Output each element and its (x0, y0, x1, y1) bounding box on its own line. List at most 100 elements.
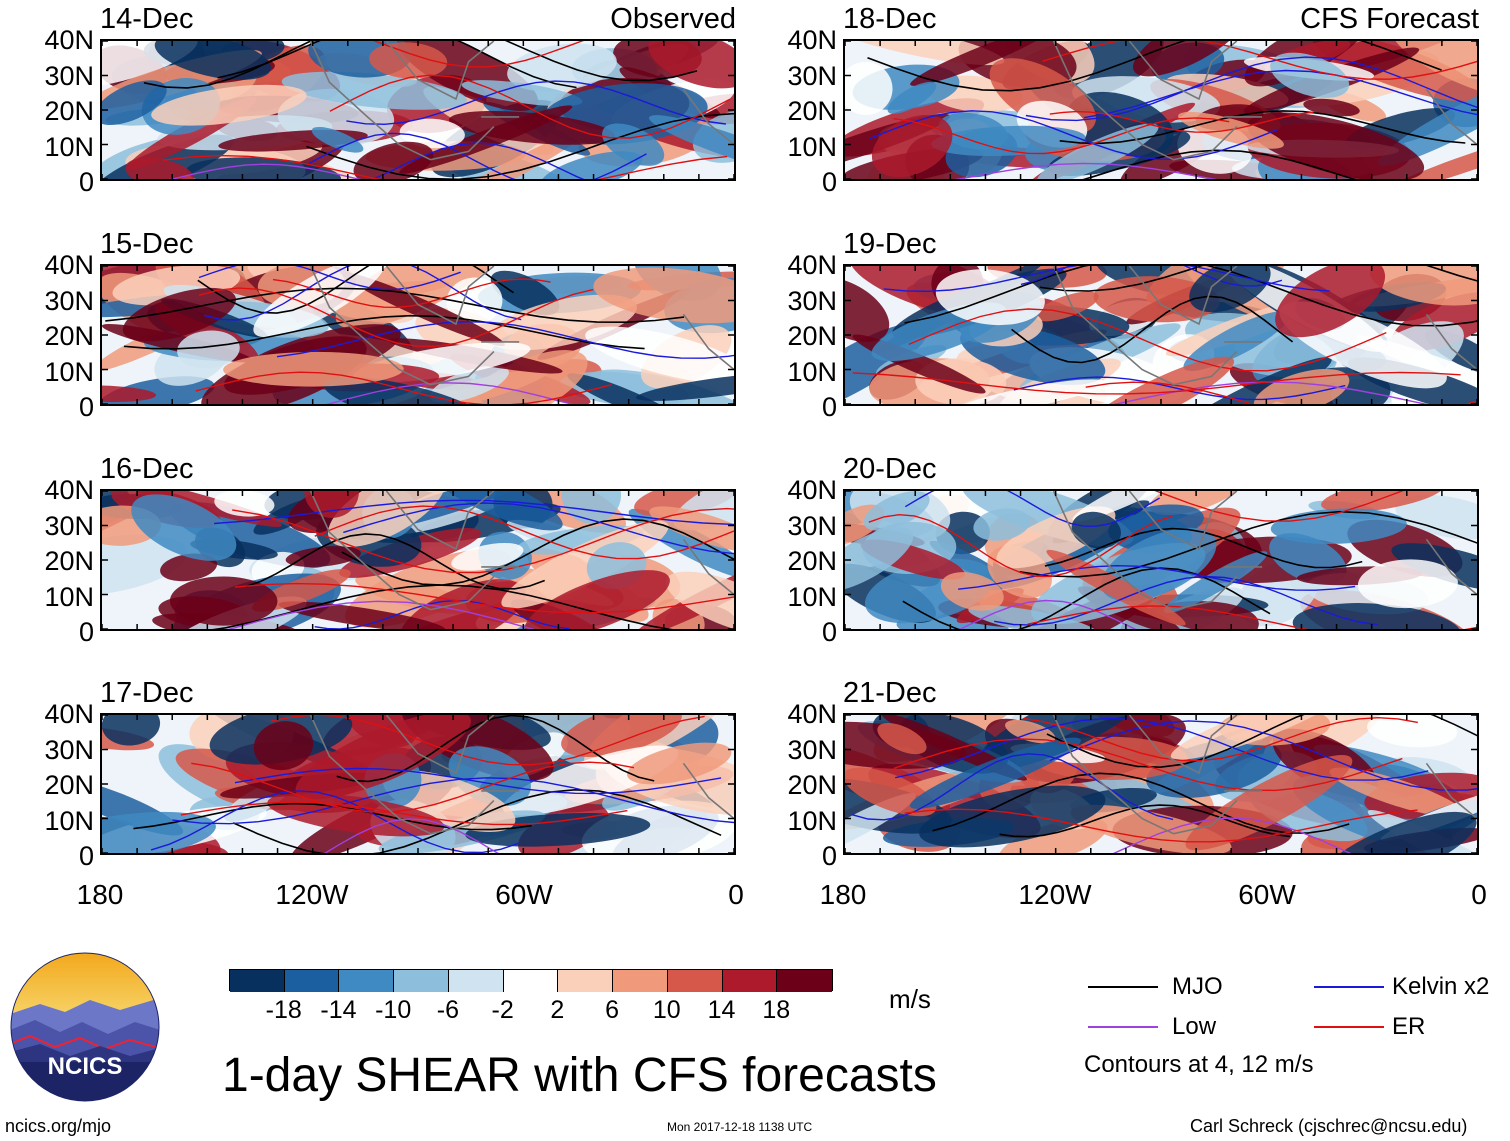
colorbar-tick-label: 2 (550, 996, 565, 1024)
shear-anomaly-blob (973, 508, 1031, 541)
shear-anomaly-blob (976, 715, 1151, 771)
shear-anomaly-blob (102, 376, 215, 404)
colorbar-swatch (722, 970, 778, 992)
er-contour (195, 371, 612, 404)
shear-anomaly-blob (1247, 112, 1425, 179)
er-contour (270, 715, 705, 766)
shear-anomaly-blob (311, 126, 364, 153)
er-contour (1042, 41, 1477, 80)
er-contour (1154, 491, 1404, 522)
shear-anomaly-blob (953, 379, 1107, 404)
shear-map-panel (100, 489, 736, 631)
panel-date-label: 14-Dec (100, 3, 194, 35)
shear-anomaly-blob (502, 745, 679, 816)
kelvin-contour (198, 266, 461, 291)
y-tick-label: 0 (78, 167, 94, 197)
colorbar-tick-label: -14 (320, 996, 357, 1024)
kelvin-contour (172, 777, 734, 825)
colorbar-tick-label: -2 (491, 996, 514, 1024)
shear-anomaly-blob (253, 721, 314, 771)
shear-anomaly-blob (845, 527, 914, 592)
kelvin-contour (150, 790, 520, 853)
kelvin-contour (234, 767, 722, 795)
shear-anomaly-blob (1034, 291, 1099, 322)
shear-anomaly-blob (567, 373, 684, 404)
legend-line-mjo (1088, 986, 1158, 988)
footer-left: ncics.org/mjo (5, 1116, 112, 1136)
x-tick-label: 120W (1018, 879, 1092, 910)
mjo-contour (217, 41, 698, 82)
kelvin-contour (346, 80, 726, 126)
shear-anomaly-blob (845, 721, 966, 769)
x-tick-label: 0 (1471, 879, 1487, 910)
y-tick-label: 40N (787, 475, 837, 505)
mjo-contour (123, 314, 645, 350)
shear-anomaly-blob (1391, 543, 1477, 592)
contour-note: Contours at 4, 12 m/s (1084, 1051, 1314, 1078)
panel-source-tag: CFS Forecast (1300, 3, 1479, 35)
y-tick-label: 20N (44, 546, 94, 576)
y-tick-label: 40N (787, 25, 837, 55)
mjo-contour (341, 518, 734, 586)
shear-anomaly-blob (935, 269, 1045, 326)
y-tick-label: 30N (787, 60, 837, 91)
footer-right: Carl Schreck (cjschrec@ncsu.edu) (1190, 1116, 1468, 1136)
shear-anomaly-blob (501, 520, 669, 609)
y-tick-label: 10N (787, 356, 837, 387)
kelvin-contour (851, 753, 1174, 821)
er-contour (1085, 381, 1477, 404)
y-tick-label: 30N (44, 510, 94, 541)
y-tick-label: 0 (78, 617, 94, 647)
colorbar-swatch (284, 970, 340, 992)
coastline (309, 715, 734, 835)
panel-date-label: 18-Dec (843, 3, 937, 35)
shear-anomaly-blob (845, 277, 890, 342)
y-tick-label: 20N (787, 96, 837, 126)
shear-anomaly-blob (1189, 266, 1271, 313)
shear-anomaly-blob (1390, 41, 1477, 101)
mjo-contour (999, 804, 1291, 838)
low-contour (1113, 817, 1352, 853)
shear-anomaly-blob (1275, 266, 1386, 338)
x-tick-label: 180 (76, 879, 124, 910)
y-tick-label: 10N (787, 805, 837, 836)
kelvin-contour (203, 266, 522, 321)
y-tick-label: 30N (787, 510, 837, 541)
kelvin-contour (1020, 266, 1283, 287)
shear-anomaly-blob (102, 80, 167, 125)
colorbar-swatch (448, 970, 504, 992)
mjo-contour (932, 772, 1350, 834)
colorbar-swatch (230, 970, 285, 992)
shear-anomaly-blob (585, 326, 734, 384)
kelvin-contour (371, 142, 585, 179)
shear-anomaly-blob (877, 722, 927, 755)
legend-line-kelvin (1314, 986, 1384, 988)
shear-anomaly-blob (665, 571, 734, 629)
y-tick-label: 10N (44, 805, 94, 836)
shear-anomaly-blob (845, 61, 893, 116)
er-contour (198, 287, 594, 348)
shear-anomaly-blob (587, 369, 734, 404)
coastline (309, 266, 734, 386)
panel-date-label: 20-Dec (843, 453, 937, 485)
shear-anomaly-blob (1304, 41, 1476, 75)
shear-anomaly-blob (919, 785, 1106, 848)
legend-line-low (1088, 1026, 1158, 1028)
coastline (1052, 491, 1477, 611)
colorbar-swatch (339, 970, 395, 992)
kelvin-contour (883, 266, 1330, 293)
shear-anomaly-blob (399, 579, 526, 629)
coastline (309, 41, 734, 161)
panel-date-label: 21-Dec (843, 677, 937, 709)
mjo-contour (1044, 527, 1363, 569)
shear-anomaly-blob (863, 491, 930, 531)
shear-anomaly-blob (461, 80, 583, 107)
shear-anomaly-blob (1101, 527, 1217, 602)
er-contour (329, 74, 731, 139)
colorbar-swatch (613, 970, 668, 992)
shear-anomaly-blob (122, 287, 236, 342)
shear-anomaly-blob (102, 715, 161, 746)
kelvin-contour (904, 491, 1160, 527)
colorbar-swatch (777, 970, 832, 992)
mjo-contour (1039, 266, 1477, 292)
